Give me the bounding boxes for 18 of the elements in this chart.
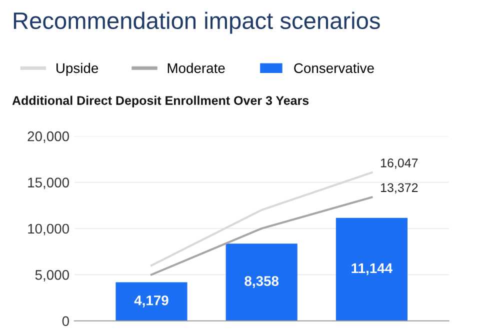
data-label: 8,358	[244, 276, 279, 288]
legend-label: Upside	[56, 62, 98, 76]
y-tick-label: 5,000	[35, 270, 69, 282]
bar	[116, 282, 188, 321]
data-label: 16,047	[381, 158, 418, 169]
chart-title: Recommendation impact scenarios	[14, 12, 380, 34]
legend-label: Moderate	[168, 62, 225, 74]
bar	[336, 218, 408, 321]
data-label: 4,179	[134, 295, 168, 308]
legend-label: Conservative	[294, 62, 374, 74]
data-label: 11,144	[352, 263, 393, 276]
chart-subtitle: Additional Direct Deposit Enrollment Over 3 Years	[12, 96, 309, 108]
y-tick-label: 0	[62, 316, 69, 326]
bar	[226, 244, 298, 321]
y-tick-label: 10,000	[28, 224, 69, 236]
y-tick-label: 20,000	[28, 131, 69, 143]
y-tick-label: 15,000	[28, 178, 69, 190]
data-label: 13,372	[381, 183, 418, 194]
